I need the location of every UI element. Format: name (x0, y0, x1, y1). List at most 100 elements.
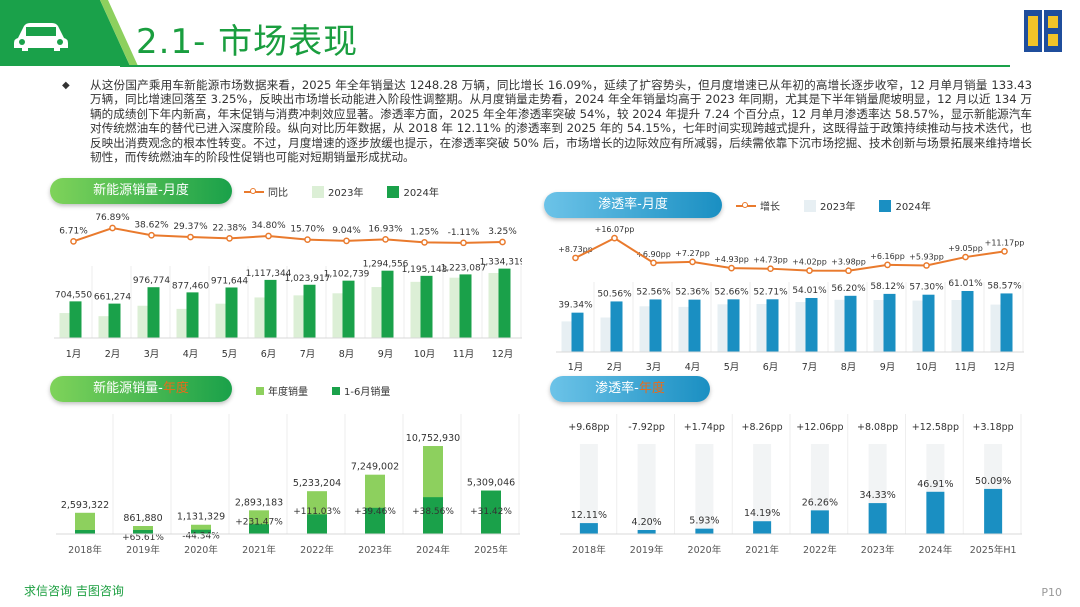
bar-background (753, 444, 772, 534)
yoy-point (265, 232, 272, 240)
x-tick-label: 2019年 (126, 544, 160, 556)
bar-2023 (678, 306, 691, 352)
page-number: P10 (1041, 586, 1062, 599)
bar-penetration (637, 530, 656, 534)
data-label-2024: 58.57% (987, 281, 1022, 291)
x-tick-label: 2025年H1 (970, 544, 1017, 556)
bar-2023 (990, 304, 1003, 352)
growth-label: +38.56% (412, 507, 454, 517)
growth-label: +31.42% (470, 507, 512, 517)
data-label-2024: 1,294,556 (363, 260, 409, 270)
x-tick-label: 5月 (724, 362, 740, 372)
growth-point (650, 259, 657, 267)
legend-swatch (804, 199, 816, 212)
x-tick-label: 11月 (453, 349, 475, 360)
change-label: +9.68pp (568, 422, 609, 433)
growth-point (728, 264, 735, 272)
x-tick-label: 9月 (378, 349, 394, 360)
x-tick-label: 4月 (685, 362, 701, 372)
growth-point (611, 234, 618, 242)
data-label-annual: 2,593,322 (61, 500, 109, 511)
growth-label: +4.73pp (753, 256, 788, 265)
data-label-annual: 10,752,930 (406, 433, 460, 444)
change-label: +3.18pp (973, 422, 1014, 433)
legend-line-icon (736, 201, 756, 208)
x-tick-label: 4月 (183, 349, 199, 360)
yoy-label: 34.80% (251, 221, 286, 231)
change-label: +8.08pp (857, 422, 898, 433)
growth-label: +3.98pp (831, 258, 866, 267)
yoy-point (343, 237, 350, 245)
data-label-2024: 877,460 (172, 281, 209, 291)
bar-2023 (332, 293, 345, 338)
bar-2023 (59, 313, 72, 338)
legend-annual-sales: 年度销量 1-6月销量 (256, 383, 408, 398)
growth-point (689, 258, 696, 266)
bar-2023 (176, 308, 189, 338)
legend-swatch (312, 185, 324, 198)
growth-point (845, 267, 852, 275)
x-tick-label: 8月 (841, 362, 857, 372)
yoy-point (148, 231, 155, 239)
data-label-2024: 39.34% (558, 301, 593, 311)
bar-2024 (225, 287, 238, 338)
data-label: 5.93% (689, 516, 719, 527)
x-tick-label: 2024年 (919, 544, 953, 556)
legend-item-h1: 1-6月销量 (332, 383, 390, 398)
bar-h1 (423, 497, 443, 534)
growth-line (575, 237, 1005, 272)
legend-line-icon (244, 187, 264, 194)
data-label-2024: 704,550 (55, 290, 92, 300)
x-tick-label: 6月 (261, 349, 277, 360)
bar-2023 (561, 321, 574, 352)
bar-2023 (410, 281, 423, 338)
bar-2023 (951, 300, 964, 352)
data-label-2024: 50.56% (597, 289, 632, 299)
growth-label: +11.17pp (985, 238, 1024, 247)
bar-h1 (481, 490, 501, 534)
growth-label: +6.16pp (870, 252, 905, 261)
bar-2024 (688, 299, 701, 352)
growth-label: +9.05pp (948, 244, 983, 253)
yoy-label: 16.93% (368, 224, 403, 234)
x-tick-label: 2024年 (416, 544, 450, 556)
growth-label: -44.34% (182, 532, 220, 542)
data-label-2024: 56.20% (831, 284, 866, 294)
bar-2024 (69, 301, 82, 338)
yoy-label: 22.38% (212, 223, 247, 233)
legend-swatch (387, 185, 400, 198)
data-label-annual: 5,233,204 (293, 478, 341, 489)
bar-2024 (303, 284, 316, 338)
x-tick-label: 9月 (880, 362, 896, 372)
bar-penetration (868, 503, 887, 534)
bar-2024 (805, 297, 818, 352)
slide-header: 2.1- 市场表现 (0, 0, 1080, 74)
bar-h1 (191, 529, 211, 534)
annual-sales-chart: 2,593,322 2018年 861,880 +65.61%2019年 1,131,3… (56, 414, 520, 556)
x-tick-label: 2021年 (242, 544, 276, 556)
yoy-point (382, 236, 389, 243)
bar-background (579, 444, 598, 534)
data-label-2024: 661,274 (94, 293, 131, 303)
x-tick-label: 3月 (646, 362, 662, 372)
bar-2024 (459, 274, 472, 338)
yoy-label: 6.71% (59, 226, 88, 236)
annual-penetration-chart: 12.11% +9.68pp 2018年 4.20% -7.92pp 2019年 5.93%… (560, 414, 1022, 556)
data-label-2024: 976,774 (133, 276, 170, 286)
x-tick-label: 7月 (300, 349, 316, 360)
data-label-2024: 1,334,319 (480, 258, 522, 268)
bar-2023 (834, 299, 847, 352)
bar-2023 (600, 317, 613, 352)
data-label-2024: 52.66% (714, 287, 749, 297)
legend-monthly-penetration: 增长 2023年 2024年 (736, 198, 949, 213)
yoy-point (304, 236, 311, 243)
bar-h1 (365, 507, 385, 534)
x-tick-label: 2018年 (68, 544, 102, 556)
x-tick-label: 2021年 (745, 544, 779, 556)
monthly-sales-chart: 704,550 1月 6.71% 661,274 2月 76.89% 976,774 3月 38… (54, 213, 522, 360)
change-label: +12.58pp (912, 422, 959, 433)
bar-2024 (610, 301, 623, 352)
x-tick-label: 1月 (66, 349, 82, 360)
yoy-point (187, 233, 194, 241)
bar-2024 (420, 275, 433, 338)
